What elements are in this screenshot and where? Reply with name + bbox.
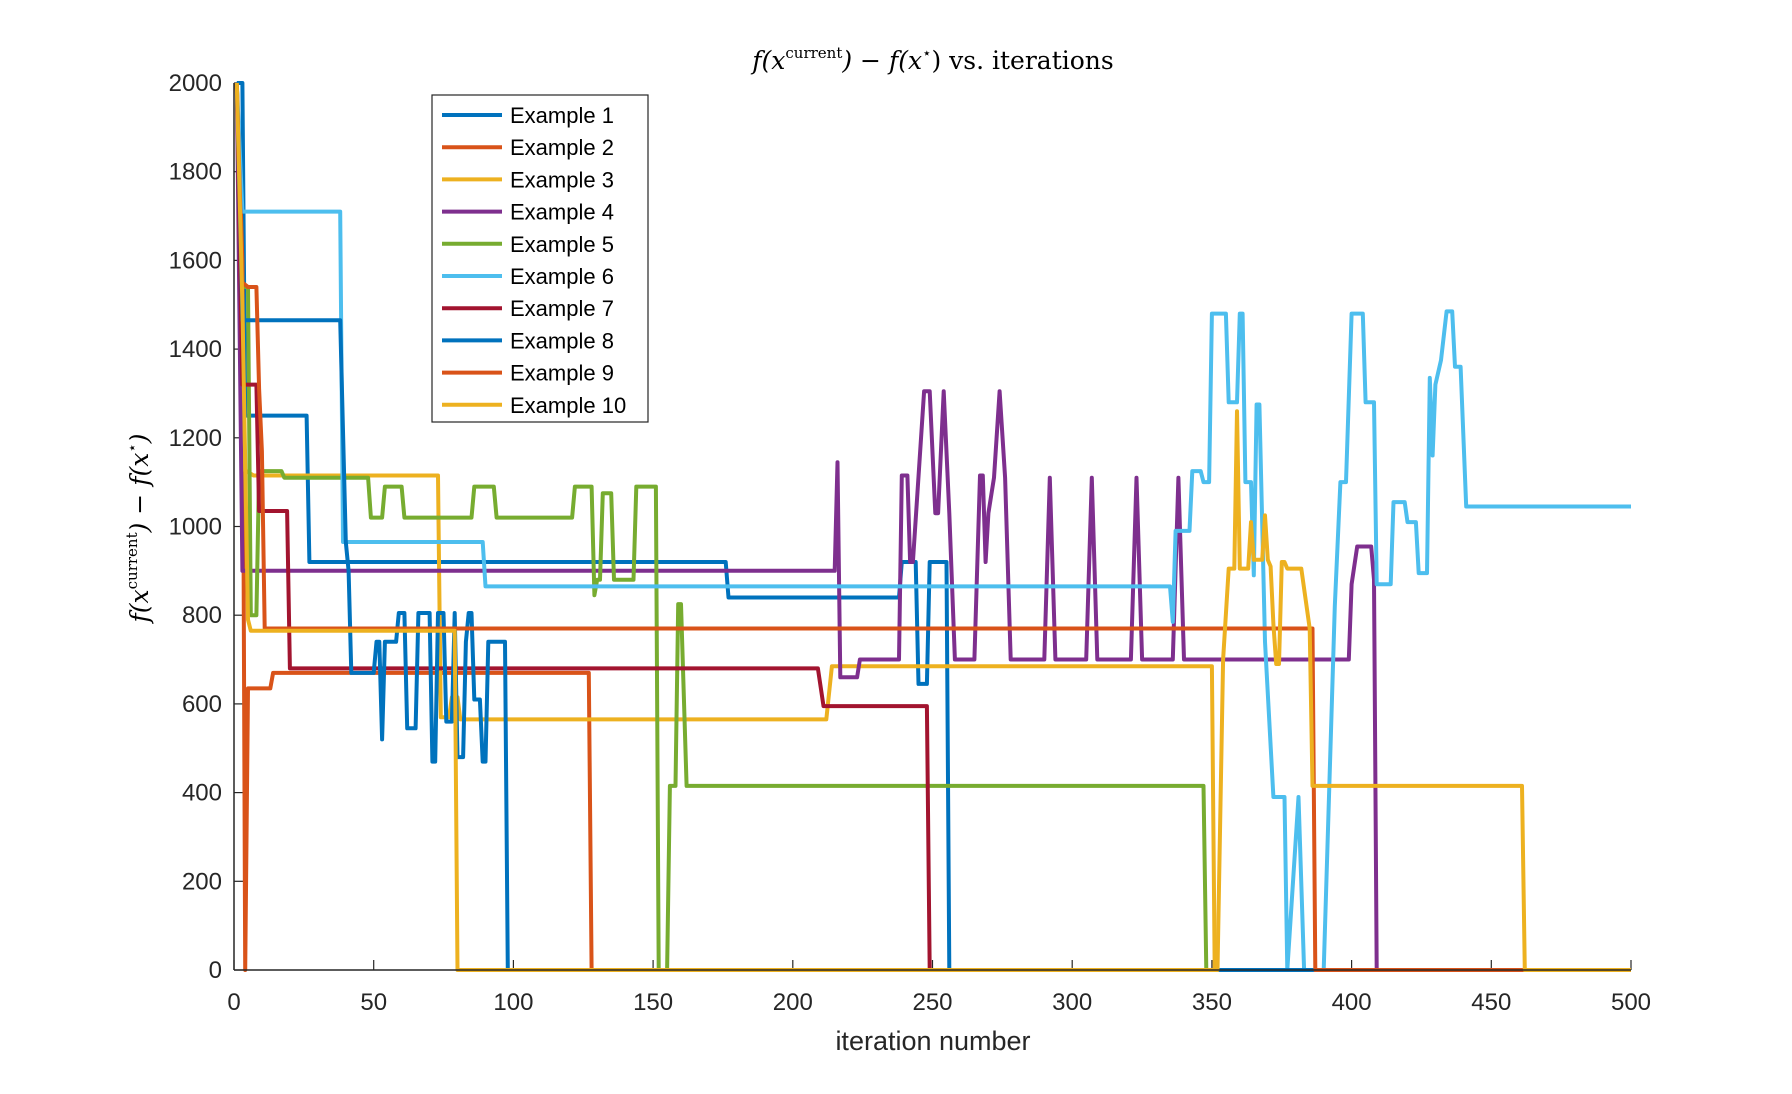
x-tick-label: 250	[912, 989, 952, 1016]
legend-label-7: Example 7	[510, 296, 614, 321]
legend-label-8: Example 8	[510, 328, 614, 353]
legend-label-6: Example 6	[510, 264, 614, 289]
y-tick-label: 600	[182, 691, 222, 718]
y-tick-label: 800	[182, 602, 222, 629]
series-line-8	[234, 82, 1631, 972]
legend-label-1: Example 1	[510, 103, 614, 128]
x-axis-label: iteration number	[835, 1026, 1030, 1056]
series-line-5	[234, 82, 1631, 972]
legend-label-5: Example 5	[510, 232, 614, 257]
series-line-4	[234, 82, 1631, 972]
legend-label-9: Example 9	[510, 361, 614, 386]
legend-box	[431, 94, 649, 423]
y-tick-label: 2000	[169, 70, 222, 97]
x-tick-label: 400	[1332, 989, 1372, 1016]
y-axis-label: f(xcurrent) − f(x⋆)	[123, 434, 154, 625]
y-tick-label: 1800	[169, 159, 222, 186]
y-tick-label: 1200	[169, 425, 222, 452]
x-tick-label: 500	[1611, 989, 1651, 1016]
y-tick-label: 1400	[169, 336, 222, 363]
x-tick-label: 150	[633, 989, 673, 1016]
plot-lines	[234, 81, 1631, 972]
x-tick-label: 200	[773, 989, 813, 1016]
x-tick-label: 300	[1052, 989, 1092, 1016]
y-tick-label: 0	[209, 957, 222, 984]
chart-title: f(xcurrent) − f(x⋆) vs. iterations	[750, 44, 1113, 75]
x-tick-label: 0	[227, 989, 240, 1016]
axis-ticks: 0 50 100 150 200 250 300 350 400 450 500 0 200 400 600…	[169, 70, 1651, 1016]
legend: Example 1 Example 2 Example 3 Example 4 Exam…	[431, 94, 649, 423]
series-line-7	[234, 82, 1631, 972]
x-tick-label: 350	[1192, 989, 1232, 1016]
x-tick-label: 450	[1471, 989, 1511, 1016]
y-tick-label: 1600	[169, 247, 222, 274]
legend-label-3: Example 3	[510, 167, 614, 192]
legend-label-2: Example 2	[510, 135, 614, 160]
y-tick-label: 400	[182, 780, 222, 807]
y-tick-label: 1000	[169, 514, 222, 541]
x-tick-label: 100	[493, 989, 533, 1016]
y-tick-label: 200	[182, 868, 222, 895]
x-tick-label: 50	[360, 989, 387, 1016]
series-line-1	[236, 81, 1631, 972]
legend-label-10: Example 10	[510, 393, 626, 418]
legend-label-4: Example 4	[510, 200, 614, 225]
